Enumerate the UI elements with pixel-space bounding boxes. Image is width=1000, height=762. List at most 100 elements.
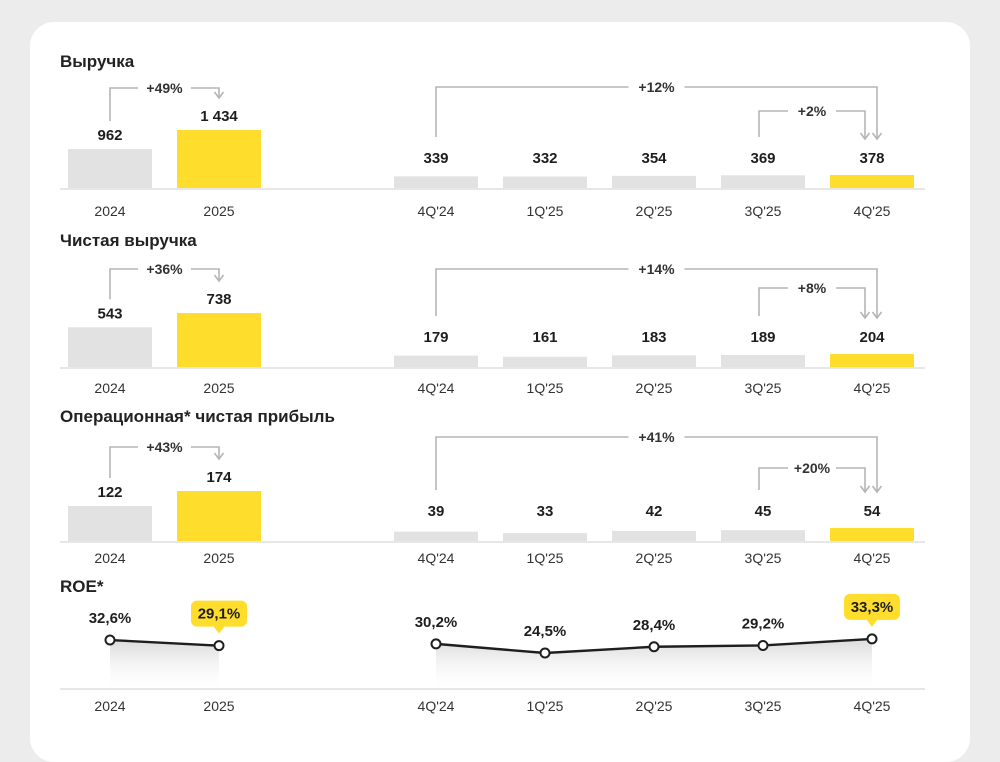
qoq-change-bracket — [758, 110, 788, 137]
quarter-bar — [830, 175, 914, 188]
quarter-category-label: 3Q'25 — [745, 380, 782, 396]
quarter-bar — [503, 356, 587, 367]
yoy-change-label: +41% — [638, 429, 675, 445]
quarter-value-label: 369 — [750, 150, 775, 167]
quarter-bar — [394, 355, 478, 367]
qoq-change-label: +8% — [798, 280, 827, 296]
annual-bar — [177, 313, 261, 367]
qoq-change-arrow — [859, 132, 871, 141]
roe-quarter-value-label: 24,5% — [524, 623, 567, 640]
quarter-bar — [503, 176, 587, 188]
roe-annual-value-label: 29,1% — [198, 606, 241, 623]
yoy-change-bracket — [684, 268, 878, 318]
annual-value-label: 962 — [97, 127, 122, 144]
quarter-category-label: 4Q'24 — [418, 550, 455, 566]
quarter-category-label: 4Q'25 — [854, 550, 891, 566]
quarter-category-label: 2Q'25 — [636, 203, 673, 219]
annual-category-label: 2024 — [94, 380, 125, 396]
quarter-bar — [503, 533, 587, 541]
quarter-value-label: 39 — [428, 503, 445, 520]
annual-value-label: 174 — [206, 469, 232, 486]
quarter-value-label: 42 — [646, 503, 663, 520]
quarter-category-label: 2Q'25 — [636, 380, 673, 396]
annual-category-label: 2024 — [94, 550, 125, 566]
annual-change-arrow — [213, 91, 225, 100]
annual-change-arrow — [213, 452, 225, 461]
roe-quarter-highlight-badge — [844, 593, 900, 620]
annual-value-label: 122 — [97, 484, 122, 501]
yoy-change-bracket — [684, 436, 878, 492]
roe-annual-category-label: 2024 — [94, 698, 125, 714]
yoy-change-arrow — [871, 132, 883, 141]
annual-change-arrow — [213, 274, 225, 283]
roe-annual-highlight-badge — [191, 600, 247, 627]
quarter-value-label: 339 — [423, 150, 448, 167]
quarter-bar — [721, 175, 805, 188]
annual-category-label: 2025 — [203, 380, 234, 396]
yoy-change-bracket — [435, 436, 629, 490]
roe-quarter-category-label: 4Q'24 — [418, 698, 455, 714]
roe-annual-badge-pointer — [213, 625, 225, 634]
yoy-change-label: +14% — [638, 261, 675, 277]
qoq-change-bracket — [758, 467, 788, 490]
qoq-change-arrow — [859, 311, 871, 320]
annual-change-bracket — [191, 268, 220, 281]
qoq-change-bracket — [836, 467, 866, 492]
roe-quarter-category-label: 2Q'25 — [636, 698, 673, 714]
quarter-category-label: 2Q'25 — [636, 550, 673, 566]
section-title: Выручка — [60, 52, 135, 71]
annual-change-bracket — [109, 268, 138, 300]
yoy-change-arrow — [871, 311, 883, 320]
roe-annual-line — [109, 638, 220, 647]
qoq-change-arrow — [859, 485, 871, 494]
annual-change-bracket — [191, 87, 220, 98]
annual-category-label: 2024 — [94, 203, 125, 219]
roe-quarter-point — [539, 647, 551, 659]
annual-bar — [177, 130, 261, 188]
section-title: Операционная* чистая прибыль — [60, 407, 335, 426]
roe-quarter-point — [648, 641, 660, 653]
roe-annual-value-label: 32,6% — [89, 610, 132, 627]
quarter-category-label: 1Q'25 — [527, 550, 564, 566]
annual-change-bracket — [109, 87, 138, 122]
quarter-bar — [721, 354, 805, 367]
quarter-value-label: 45 — [755, 503, 772, 520]
qoq-change-label: +2% — [798, 103, 827, 119]
annual-change-label: +43% — [146, 439, 183, 455]
quarter-bar — [612, 530, 696, 541]
roe-quarter-category-label: 1Q'25 — [527, 698, 564, 714]
quarter-bar — [394, 176, 478, 188]
financial-metrics-chart: Выручка 962 2024 1 434 2025 +49% 339 4Q'24 332 1Q… — [60, 52, 925, 714]
quarter-value-label: 189 — [750, 329, 775, 346]
roe-quarter-category-label: 3Q'25 — [745, 698, 782, 714]
roe-quarter-area — [436, 638, 872, 688]
qoq-change-bracket — [758, 287, 788, 316]
yoy-change-arrow — [871, 485, 883, 494]
quarter-category-label: 1Q'25 — [527, 380, 564, 396]
quarter-bar — [612, 175, 696, 188]
quarter-category-label: 1Q'25 — [527, 203, 564, 219]
roe-quarter-category-label: 4Q'25 — [854, 698, 891, 714]
quarter-value-label: 204 — [859, 329, 885, 346]
annual-bar — [177, 491, 261, 541]
annual-bar — [68, 505, 152, 541]
quarter-category-label: 4Q'25 — [854, 380, 891, 396]
annual-bar — [68, 327, 152, 367]
annual-value-label: 543 — [97, 305, 122, 322]
annual-bar — [68, 149, 152, 188]
quarter-value-label: 179 — [423, 329, 448, 346]
annual-category-label: 2025 — [203, 550, 234, 566]
roe-quarter-value-label: 30,2% — [415, 614, 458, 631]
quarter-value-label: 161 — [532, 329, 557, 346]
quarter-bar — [612, 355, 696, 367]
qoq-change-bracket — [836, 110, 866, 139]
quarter-bar — [721, 530, 805, 541]
roe-annual-point — [213, 640, 225, 652]
annual-change-label: +49% — [146, 80, 183, 96]
quarter-bar — [394, 531, 478, 541]
annual-change-bracket — [191, 446, 220, 459]
roe-quarter-value-label: 28,4% — [633, 617, 676, 634]
roe-quarter-point — [430, 638, 442, 650]
yoy-change-bracket — [684, 86, 878, 139]
qoq-change-label: +20% — [794, 460, 831, 476]
